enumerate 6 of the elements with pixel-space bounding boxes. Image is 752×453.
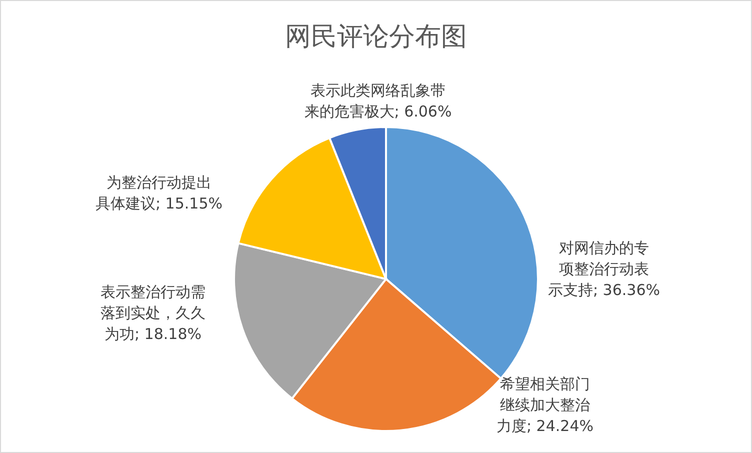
slice-label: 为整治行动提出具体建议; 15.15% xyxy=(95,174,223,212)
slice-label: 对网信办的专项整治行动表示支持; 36.36% xyxy=(548,239,660,299)
chart-title: 网民评论分布图 xyxy=(284,21,468,54)
slice-label: 希望相关部门继续加大整治力度; 24.24% xyxy=(496,375,594,435)
slice-label: 表示此类网络乱象带来的危害极大; 6.06% xyxy=(304,82,452,120)
slice-label: 表示整治行动需落到实处，久久为功; 18.18% xyxy=(100,283,206,343)
